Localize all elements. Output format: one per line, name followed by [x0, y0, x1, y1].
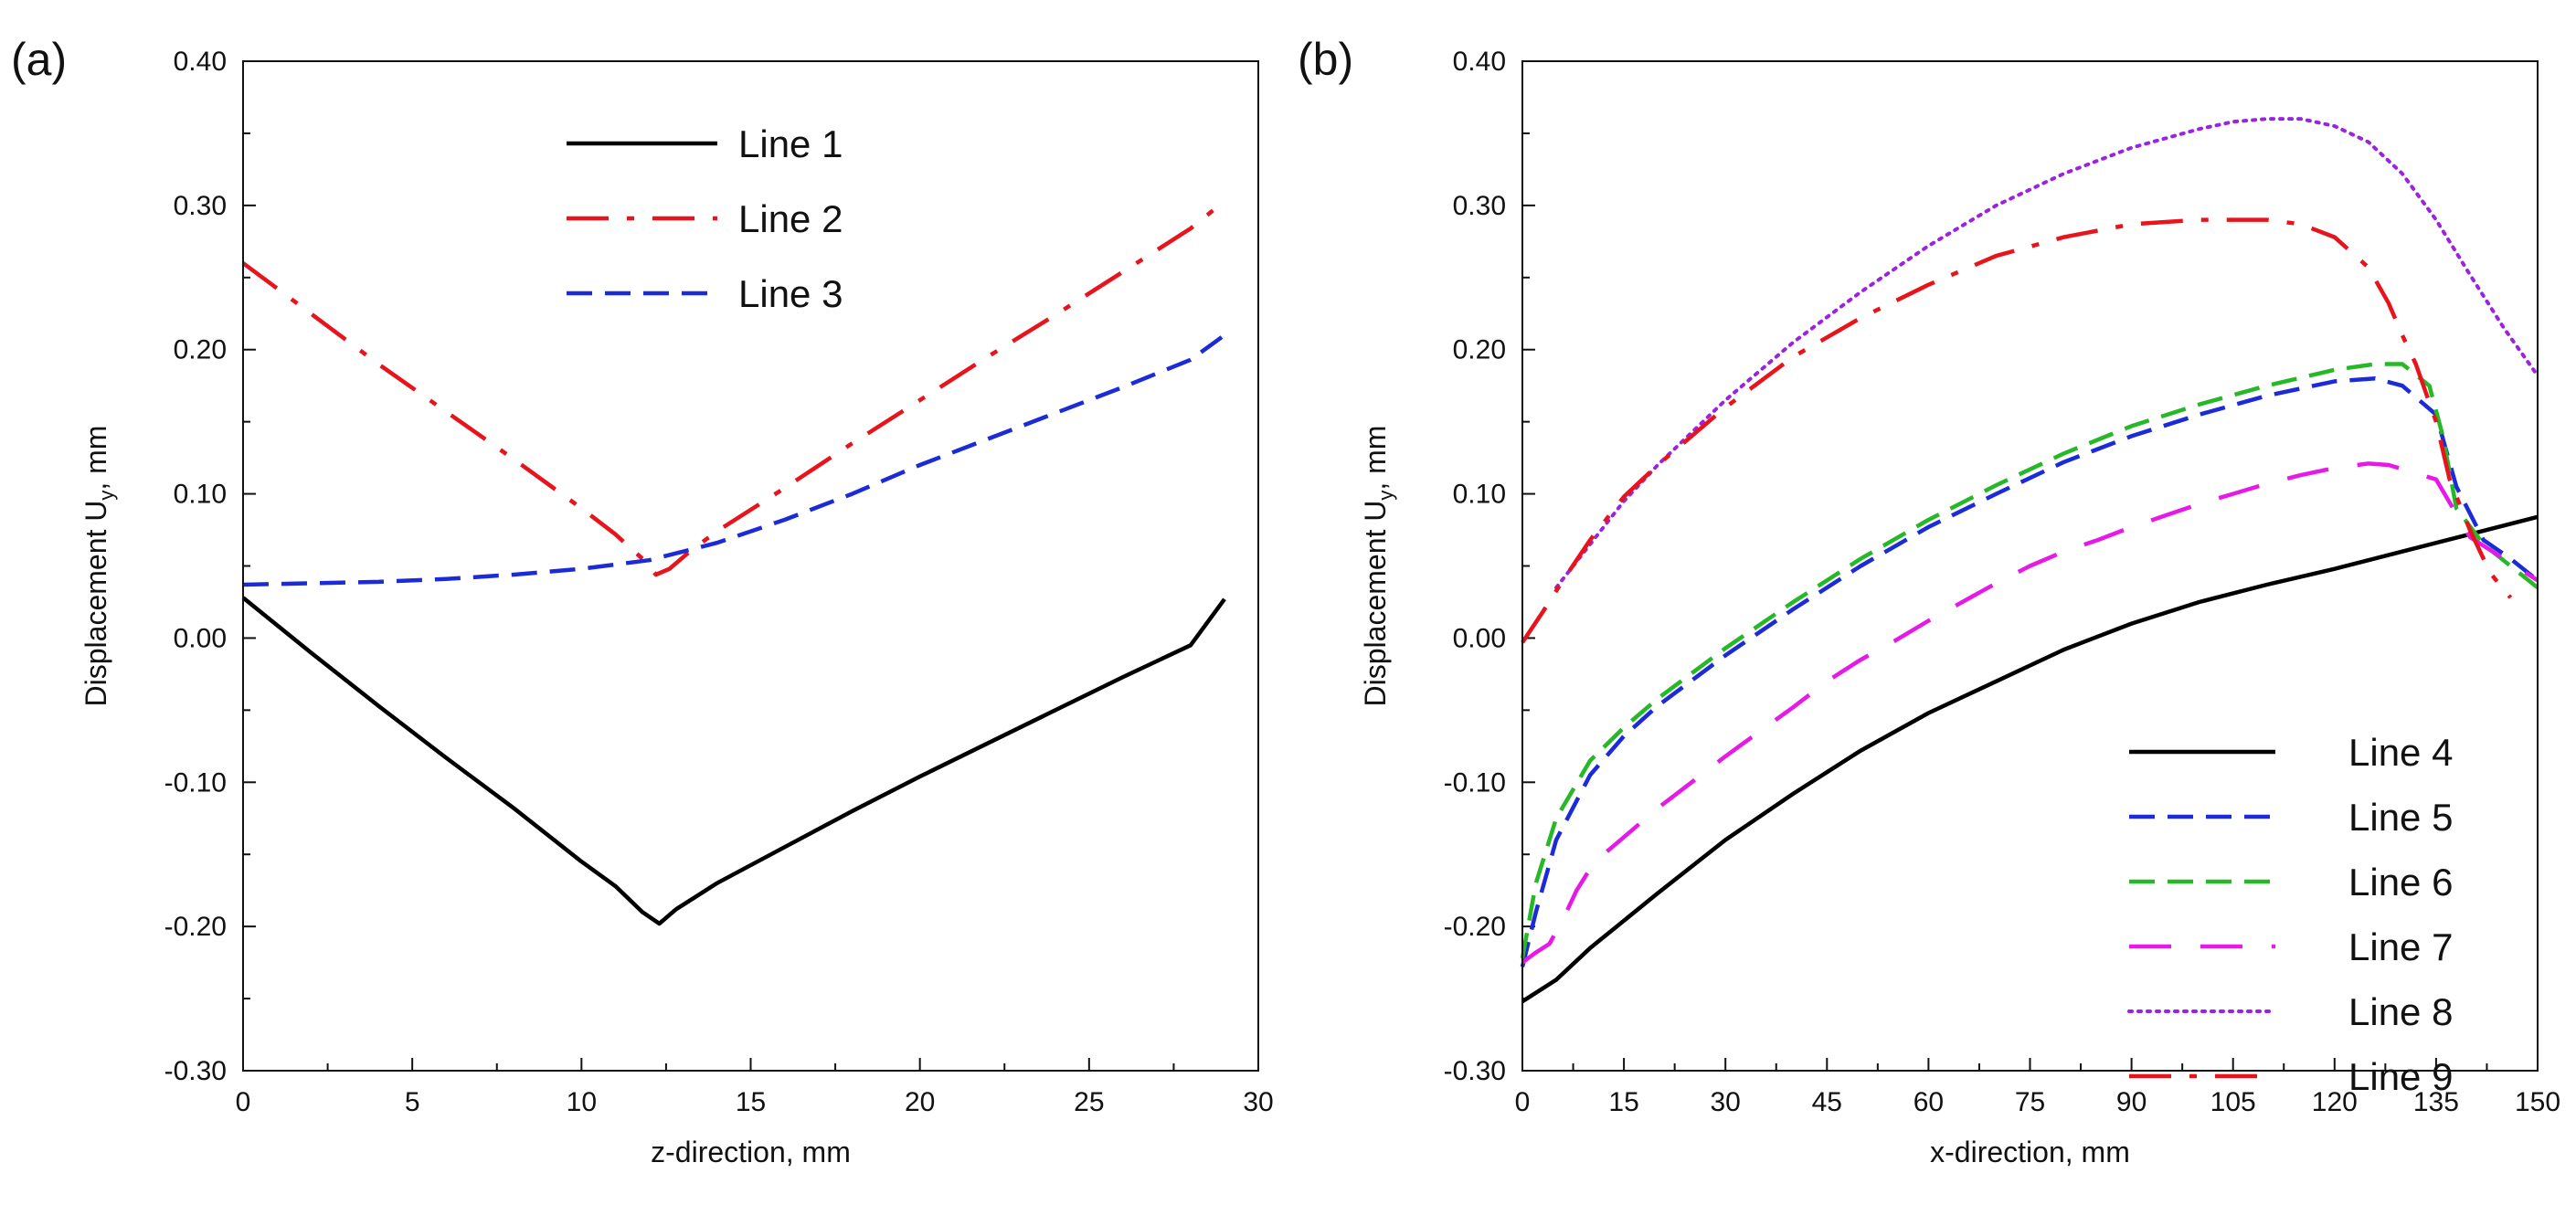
panel-b-series: [1520, 117, 2539, 1004]
panel-b-y-label-suffix: , mm: [1359, 426, 1392, 491]
panel-a-legend-label-line-3: Line 3: [738, 272, 843, 315]
panel-b-x-tick-label: 30: [1711, 1087, 1741, 1117]
panel-b-y-label-sub: y: [1374, 491, 1397, 501]
panel-b-y-tick-label: 0.20: [1453, 335, 1506, 365]
panel-b-series-line-6: [1520, 362, 2539, 959]
panel-b-series-line-9: [1521, 217, 2513, 644]
panel-b-series-line-5: [1520, 376, 2539, 967]
panel-a-series-line-3: [242, 333, 1226, 587]
panel-b-x-axis-label: x-direction, mm: [1930, 1136, 2130, 1168]
panel-a-label: (a): [11, 34, 67, 85]
panel-a-x-tick-label: 30: [1243, 1087, 1273, 1117]
panel-b-label: (b): [1298, 34, 1353, 85]
panel-a-y-axis-label: Displacement Uy, mm: [80, 426, 118, 707]
panel-b-y-tick-label: 0.40: [1453, 47, 1506, 77]
panel-a-y-tick-label: 0.40: [174, 47, 227, 77]
panel-a-y-tick-label: 0.00: [174, 623, 227, 653]
panel-a-y-tick-label: -0.20: [164, 912, 227, 942]
panel-b-y-tick-label: -0.10: [1444, 767, 1506, 798]
panel-b-ticks: 0 15 30 45 60 75 90 105 120 135 150 -0.30 -0.20 -0.10…: [1444, 47, 2560, 1117]
panel-a-x-tick-label: 10: [567, 1087, 597, 1117]
panel-a-y-tick-label: -0.10: [164, 767, 227, 798]
panel-b-y-tick-label: 0.10: [1453, 480, 1506, 510]
panel-b-x-tick-label: 150: [2515, 1087, 2560, 1117]
panel-b-legend-label-line-8: Line 8: [2348, 990, 2453, 1033]
panel-a-plot-frame: [242, 60, 1259, 1072]
panel-a-legend: Line 1 Line 2 Line 3: [567, 122, 843, 315]
panel-b-y-tick-label: 0.00: [1453, 623, 1506, 653]
panel-a-legend-label-line-1: Line 1: [738, 122, 843, 165]
panel-a-y-label-sub: y: [95, 491, 118, 501]
panel-a-y-label-suffix: , mm: [80, 426, 112, 491]
panel-a-series: [241, 199, 1226, 926]
panel-b-x-tick-label: 105: [2210, 1087, 2256, 1117]
panel-a-legend-label-line-2: Line 2: [738, 197, 843, 240]
panel-b-x-tick-label: 60: [1913, 1087, 1944, 1117]
panel-b-plot-frame: [1521, 60, 2539, 1072]
panel-b-legend-label-line-4: Line 4: [2348, 731, 2453, 774]
panel-a-y-tick-label: 0.10: [174, 480, 227, 510]
panel-a-y-tick-label: -0.30: [164, 1056, 227, 1086]
panel-b-x-tick-label: 45: [1812, 1087, 1842, 1117]
panel-a-x-axis-label: z-direction, mm: [651, 1136, 851, 1168]
panel-b-legend-label-line-9: Line 9: [2348, 1055, 2453, 1098]
panel-a-y-tick-label: 0.20: [174, 335, 227, 365]
panel-b-x-tick-label: 90: [2116, 1087, 2147, 1117]
panel-b-legend: Line 4 Line 5 Line 6 Line 7 Line 8 Line 9: [2127, 731, 2453, 1098]
panel-a-x-tick-label: 20: [905, 1087, 935, 1117]
panel-a-y-label-main: Displacement U: [80, 501, 112, 707]
panel-b-series-line-4: [1521, 514, 2539, 1004]
panel-b-x-tick-label: 75: [2015, 1087, 2045, 1117]
panel-b-y-axis-label: Displacement Uy, mm: [1359, 426, 1397, 707]
panel-b-y-tick-label: 0.30: [1453, 191, 1506, 221]
panel-a-x-tick-label: 15: [736, 1087, 766, 1117]
panel-b-x-tick-label: 135: [2413, 1087, 2459, 1117]
panel-a: (a) 0 5 10 15 20 25 30-0.30-0.20-0.100.000.100…: [11, 34, 1274, 1168]
panel-a-ticks: 0 5 10 15 20 25 30 -0.30 -0.20 -0.10 0.00 0.10 0.20 0…: [164, 47, 1274, 1117]
panel-b-y-tick-label: -0.30: [1444, 1056, 1506, 1086]
panel-b-x-tick-label: 15: [1608, 1087, 1638, 1117]
panel-a-x-tick-label: 25: [1074, 1087, 1104, 1117]
panel-b-series-line-7: [1521, 461, 2539, 965]
panel-b-y-label-main: Displacement U: [1359, 501, 1392, 707]
panel-b-legend-label-line-7: Line 7: [2348, 925, 2453, 968]
panel-a-series-line-2: [241, 199, 1226, 577]
panel-b-x-tick-label: 120: [2312, 1087, 2358, 1117]
panel-b-x-tick-label: 0: [1515, 1087, 1531, 1117]
panel-a-y-tick-label: 0.30: [174, 191, 227, 221]
panel-b-y-tick-label: -0.20: [1444, 912, 1506, 942]
panel-b-legend-label-line-5: Line 5: [2348, 796, 2453, 839]
panel-a-x-tick-label: 0: [236, 1087, 251, 1117]
panel-b: (b) 0 15 30 45 60 75 90 105 120 135 150 -0.30 -0.20 -…: [1298, 34, 2560, 1168]
panel-a-x-tick-label: 5: [405, 1087, 420, 1117]
panel-b-series-line-8: [1554, 117, 2539, 590]
panel-b-legend-label-line-6: Line 6: [2348, 861, 2453, 904]
panel-a-series-line-1: [241, 596, 1226, 926]
